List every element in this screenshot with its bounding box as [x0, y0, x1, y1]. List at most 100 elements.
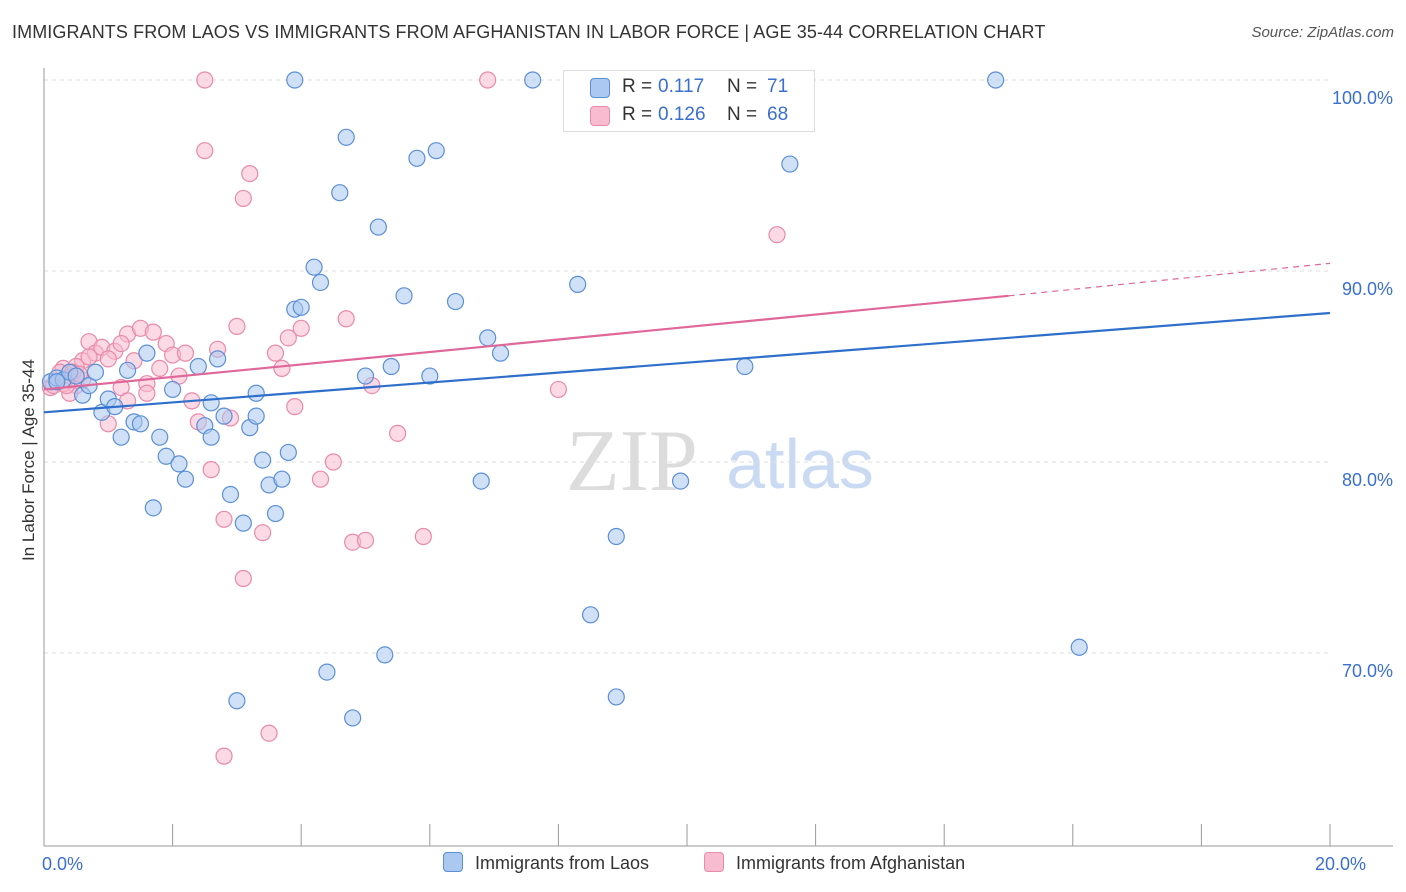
y-tick-label: 100.0% — [1332, 88, 1393, 108]
laos-point — [138, 344, 156, 362]
laos-point — [234, 514, 252, 532]
laos-point — [569, 275, 587, 293]
laos-point — [736, 357, 754, 376]
laos-point — [1070, 638, 1088, 656]
r-label: R = — [622, 76, 653, 97]
laos-point — [305, 258, 323, 276]
legend-label-afghanistan: Immigrants from Afghanistan — [736, 853, 966, 873]
laos-point — [164, 380, 182, 399]
afghanistan-point — [228, 317, 246, 335]
laos-point — [202, 428, 220, 446]
laos-point — [671, 472, 690, 490]
laos-point — [170, 455, 188, 473]
chart-title: IMMIGRANTS FROM LAOS VS IMMIGRANTS FROM … — [12, 22, 1046, 42]
laos-point — [292, 298, 310, 316]
laos-point — [581, 606, 600, 624]
laos-point — [247, 407, 265, 425]
laos-swatch — [590, 78, 610, 98]
laos-point — [112, 428, 130, 446]
laos-point — [376, 646, 394, 664]
r-value: 0.117 — [658, 76, 705, 97]
afghanistan-swatch — [704, 852, 724, 872]
afghanistan-point — [273, 359, 291, 378]
laos-point — [266, 504, 285, 523]
series-legend: Immigrants from Laos Immigrants from Afg… — [0, 852, 1406, 878]
laos-point — [446, 292, 465, 311]
afghanistan-point — [479, 71, 497, 89]
afghanistan-point — [112, 334, 130, 353]
laos-point — [356, 367, 375, 385]
laos-point — [144, 499, 162, 517]
axis-layer: 100.0% 90.0% 80.0% 70.0% 0.0% 20.0% — [42, 68, 1393, 874]
afghanistan-point — [99, 350, 117, 368]
afghanistan-point — [266, 344, 285, 362]
points-layer — [41, 71, 1088, 765]
n-value: 68 — [767, 104, 789, 125]
trend-layer — [43, 262, 1331, 414]
laos-point — [157, 447, 175, 465]
x-tick-label: 0.0% — [42, 854, 83, 874]
legend-item-laos[interactable]: Immigrants from Laos — [443, 852, 649, 874]
afghanistan-point — [138, 384, 156, 402]
laos-point — [382, 357, 400, 376]
laos-point — [279, 443, 297, 462]
laos-point — [479, 329, 497, 347]
afghanistan-point — [215, 510, 233, 528]
laos-point — [781, 155, 799, 173]
laos-point — [247, 384, 265, 402]
afghanistan-point — [80, 348, 98, 366]
n-value: 71 — [767, 76, 789, 97]
laos-point — [273, 470, 291, 488]
afghanistan-point — [202, 461, 220, 479]
laos-point — [254, 451, 272, 469]
n-label: N = — [727, 104, 758, 125]
n-label: N = — [727, 76, 758, 97]
afghanistan-point — [260, 724, 278, 742]
afghanistan-point — [324, 453, 342, 471]
x-tick-label: 20.0% — [1315, 854, 1366, 874]
legend-item-afghanistan[interactable]: Immigrants from Afghanistan — [704, 852, 965, 874]
afghanistan-point — [549, 380, 568, 399]
afghanistan-point — [241, 164, 259, 183]
correlation-legend: R = 0.117 N = 71 R = 0.126 N = 68 — [563, 70, 815, 132]
laos-point — [491, 344, 510, 362]
laos-point — [202, 394, 220, 412]
laos-point — [189, 357, 207, 376]
afghanistan-point — [292, 319, 310, 337]
afghanistan-point — [389, 424, 407, 442]
afghanistan-point — [279, 329, 297, 347]
afghanistan-point — [414, 527, 432, 546]
y-axis-label: In Labor Force | Age 35-44 — [19, 359, 38, 561]
laos-point — [86, 363, 105, 381]
laos-point — [524, 71, 542, 89]
laos-swatch — [443, 852, 463, 872]
laos-point — [228, 692, 246, 710]
laos-point — [395, 287, 413, 305]
laos-point — [221, 485, 240, 504]
y-tick-label: 90.0% — [1342, 279, 1393, 299]
afghanistan-point — [196, 71, 214, 89]
grid-layer — [44, 79, 1330, 654]
r-value: 0.126 — [658, 104, 706, 125]
y-tick-label: 70.0% — [1342, 661, 1393, 681]
afghanistan-point — [356, 531, 375, 549]
laos-point — [472, 472, 490, 490]
laos-point — [118, 361, 137, 379]
laos-point — [331, 184, 349, 202]
laos-point — [67, 367, 85, 385]
afghanistan-point — [196, 142, 214, 160]
laos-point — [408, 149, 426, 167]
laos-point — [337, 128, 355, 146]
laos-point — [286, 71, 304, 89]
afghanistan-point — [311, 470, 330, 488]
laos-point — [176, 470, 195, 488]
legend-row-afghanistan: R = 0.126 N = 68 — [564, 102, 814, 128]
laos-point — [311, 273, 330, 292]
laos-point — [607, 527, 625, 546]
afghanistan-trend-extension — [1008, 262, 1331, 297]
laos-trend-line — [43, 311, 1331, 414]
laos-point — [318, 663, 336, 681]
afghanistan-point — [254, 524, 272, 542]
source-label: Source: ZipAtlas.com — [1251, 24, 1394, 41]
